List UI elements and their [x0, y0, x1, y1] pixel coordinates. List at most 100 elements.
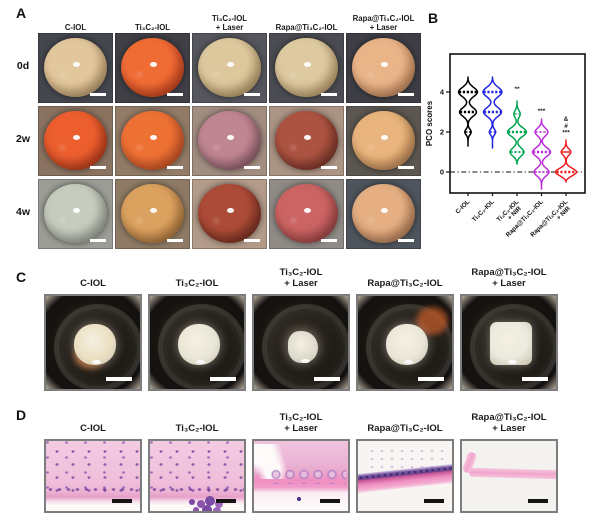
capsule-lens [178, 323, 220, 365]
panel-a-photo [115, 33, 190, 103]
iris-ring [158, 304, 244, 389]
eye-lens [44, 184, 107, 244]
panel-d-col-header: Rapa@Ti₃C₂-IOL + Laser [471, 411, 547, 434]
panel-c-col-header: Rapa@Ti₃C₂-IOL [367, 277, 443, 289]
pco-violin-chart: C-IOL Ti₃C₂-IOL**Ti₃C₂-IOL+ NIR***Rapa@Ti… [425, 53, 586, 239]
panel-a-photo [192, 179, 267, 249]
panel-d-col-header: Rapa@Ti₃C₂-IOL [367, 422, 443, 434]
eye-lens [275, 111, 338, 171]
panel-c-photo [44, 294, 142, 391]
capsule-lens [287, 331, 318, 363]
nuclei-edge-row [150, 485, 244, 492]
eye-lens [352, 38, 415, 98]
scale-bar [528, 499, 548, 503]
scale-bar [418, 377, 444, 381]
scale-bar [314, 377, 340, 381]
panel-c-col-header: Ti₃C₂-IOL [175, 277, 219, 289]
panel-d-col-header: Ti₃C₂-IOL [175, 422, 219, 434]
capsule-band [358, 463, 452, 494]
panel-a-photo [346, 33, 421, 103]
significance-annotation: # [564, 123, 568, 130]
x-tick-label: C-IOL [454, 198, 471, 215]
panel-c-photo [148, 294, 246, 391]
eye-lens [121, 111, 184, 171]
scale-bar [90, 93, 106, 96]
iris-ring [470, 304, 556, 389]
eye-lens [275, 38, 338, 98]
iris-ring [262, 304, 348, 389]
panel-d-col-header: Ti₃C₂-IOL + Laser [279, 411, 323, 434]
scale-bar [398, 93, 414, 96]
panel-c-col-header: Rapa@Ti₃C₂-IOL + Laser [471, 266, 547, 289]
iris-ring [366, 304, 452, 389]
nuclei-edge-row [46, 485, 140, 492]
thin-capsule [468, 467, 556, 480]
panel-a-row-label: 0d [16, 60, 30, 72]
panel-a-label: A [16, 5, 27, 21]
panel-d-photo [460, 439, 558, 513]
panel-c-label: C [16, 269, 27, 285]
panel-a-row-label: 4w [15, 206, 30, 218]
pearl-cell-row [269, 467, 347, 485]
panel-a-col-header: C-IOL [64, 22, 87, 32]
eye-lens [44, 38, 107, 98]
significance-annotation: ** [514, 86, 520, 93]
scale-bar [320, 499, 340, 503]
scale-bar [210, 377, 236, 381]
capsule-lens [386, 323, 428, 365]
capsule-lens [490, 322, 532, 365]
scale-bar [167, 239, 183, 242]
significance-annotation: & [564, 116, 569, 123]
panel-a-photo [269, 33, 344, 103]
eye-lens [352, 111, 415, 171]
panel-a-photo [269, 179, 344, 249]
scale-bar [244, 239, 260, 242]
panel-a-photo [346, 106, 421, 176]
panel-a-photo [38, 33, 113, 103]
scale-bar [244, 166, 260, 169]
scale-bar [244, 93, 260, 96]
scale-bar [398, 239, 414, 242]
panel-a-photo [192, 33, 267, 103]
eye-lens [198, 184, 261, 244]
scale-bar [321, 93, 337, 96]
eye-lens [121, 184, 184, 244]
panel-a-photo [346, 179, 421, 249]
eye-lens [352, 184, 415, 244]
panel-a-photo [115, 106, 190, 176]
x-tick-label: Ti₃C₂-IOL [471, 198, 496, 223]
scale-bar [112, 499, 132, 503]
scale-bar [424, 499, 444, 503]
panel-c-photo [460, 294, 558, 391]
panel-c-col-header: C-IOL [80, 277, 106, 289]
scale-bar [90, 166, 106, 169]
eye-lens [121, 38, 184, 98]
scale-bar [321, 166, 337, 169]
y-tick-label: 0 [440, 168, 444, 177]
panel-d-label: D [16, 407, 27, 423]
y-tick-label: 4 [440, 88, 445, 97]
panel-a-photo [38, 179, 113, 249]
eye-lens [275, 184, 338, 244]
cell-cluster [189, 498, 196, 505]
panel-d-photo [148, 439, 246, 513]
panel-d-photo [44, 439, 142, 513]
scale-bar [522, 377, 548, 381]
y-axis-label: PCO scores [425, 100, 434, 146]
violin-4 [531, 118, 552, 190]
panel-a-col-header: Ti₃C₂-IOL [134, 22, 171, 32]
eye-lens [198, 111, 261, 171]
scale-bar [398, 166, 414, 169]
scale-bar [167, 93, 183, 96]
panel-a-photo [192, 106, 267, 176]
eye-lens [44, 111, 107, 171]
panel-c-col-header: Ti₃C₂-IOL + Laser [279, 266, 323, 289]
capsule-lens [74, 323, 116, 365]
iris-ring [54, 304, 140, 389]
panel-d-photo [356, 439, 454, 513]
panel-c-photo [252, 294, 350, 391]
violin-5 [554, 139, 578, 183]
panel-a-col-header: Rapa@Ti₃C₂-IOL [275, 22, 338, 32]
panel-a-row-label: 2w [15, 133, 30, 145]
panel-a-photo [38, 106, 113, 176]
